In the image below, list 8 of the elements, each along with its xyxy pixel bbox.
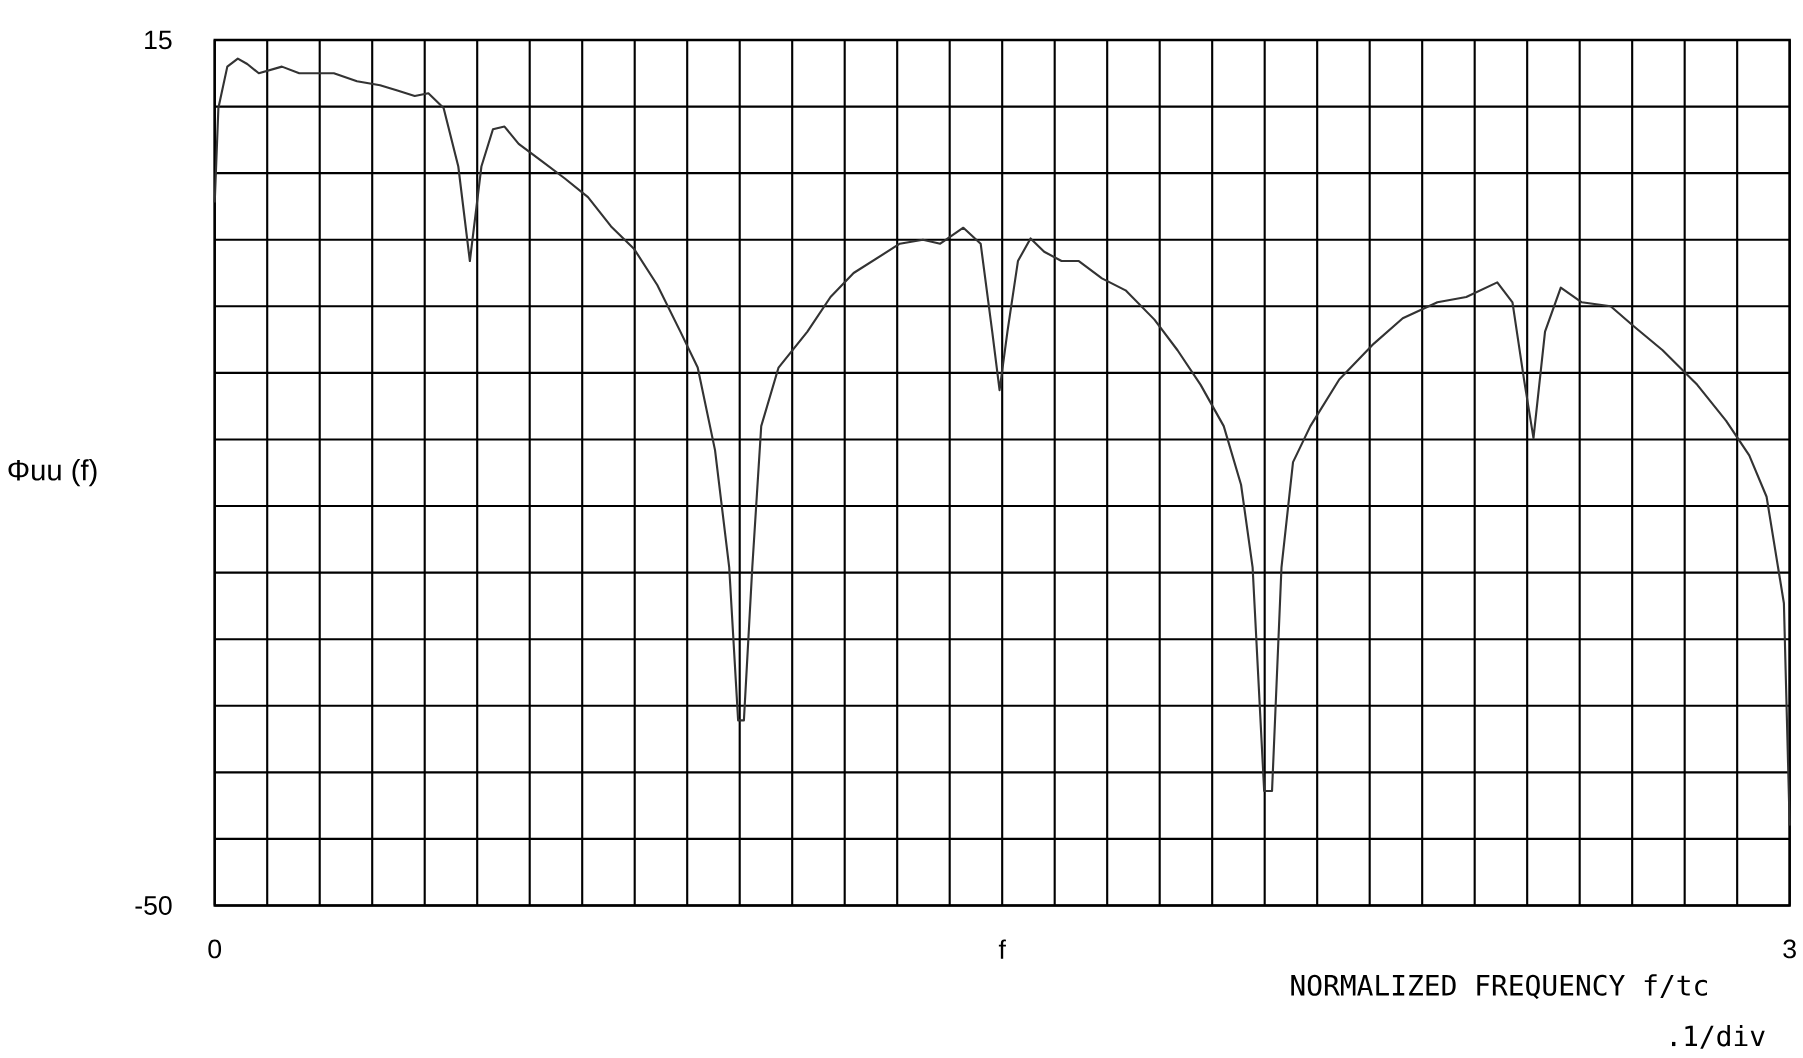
x-tick-label: f: [998, 939, 1006, 959]
y-tick-label: -50: [135, 896, 172, 915]
x-tick-label: 0: [208, 939, 222, 959]
x-tick-label: 3: [1783, 939, 1796, 959]
y-tick-label: 15: [145, 30, 172, 50]
x-axis-title: NORMALIZED FREQUENCY f/tc: [1291, 974, 1707, 999]
y-axis-title: Φuu (f): [8, 459, 97, 487]
text: .1/div: [1671, 1024, 1765, 1049]
